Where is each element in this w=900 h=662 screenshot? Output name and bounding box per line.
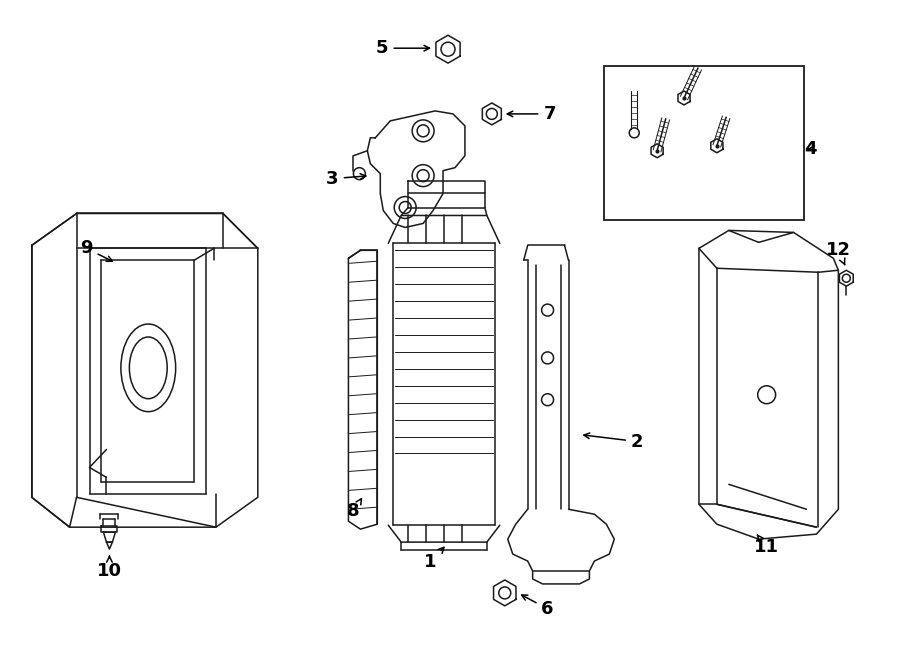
Text: 3: 3	[326, 169, 366, 187]
Text: 5: 5	[376, 39, 429, 57]
Text: 8: 8	[347, 498, 362, 520]
Text: 6: 6	[522, 595, 554, 618]
Text: 1: 1	[424, 547, 444, 571]
Text: 11: 11	[754, 535, 779, 556]
Text: 9: 9	[80, 240, 112, 261]
Text: 12: 12	[826, 242, 850, 265]
Text: 10: 10	[97, 556, 122, 580]
Bar	[604, 66, 804, 220]
Text: 7: 7	[508, 105, 556, 123]
Text: 2: 2	[584, 432, 644, 451]
Text: 4: 4	[805, 140, 816, 158]
